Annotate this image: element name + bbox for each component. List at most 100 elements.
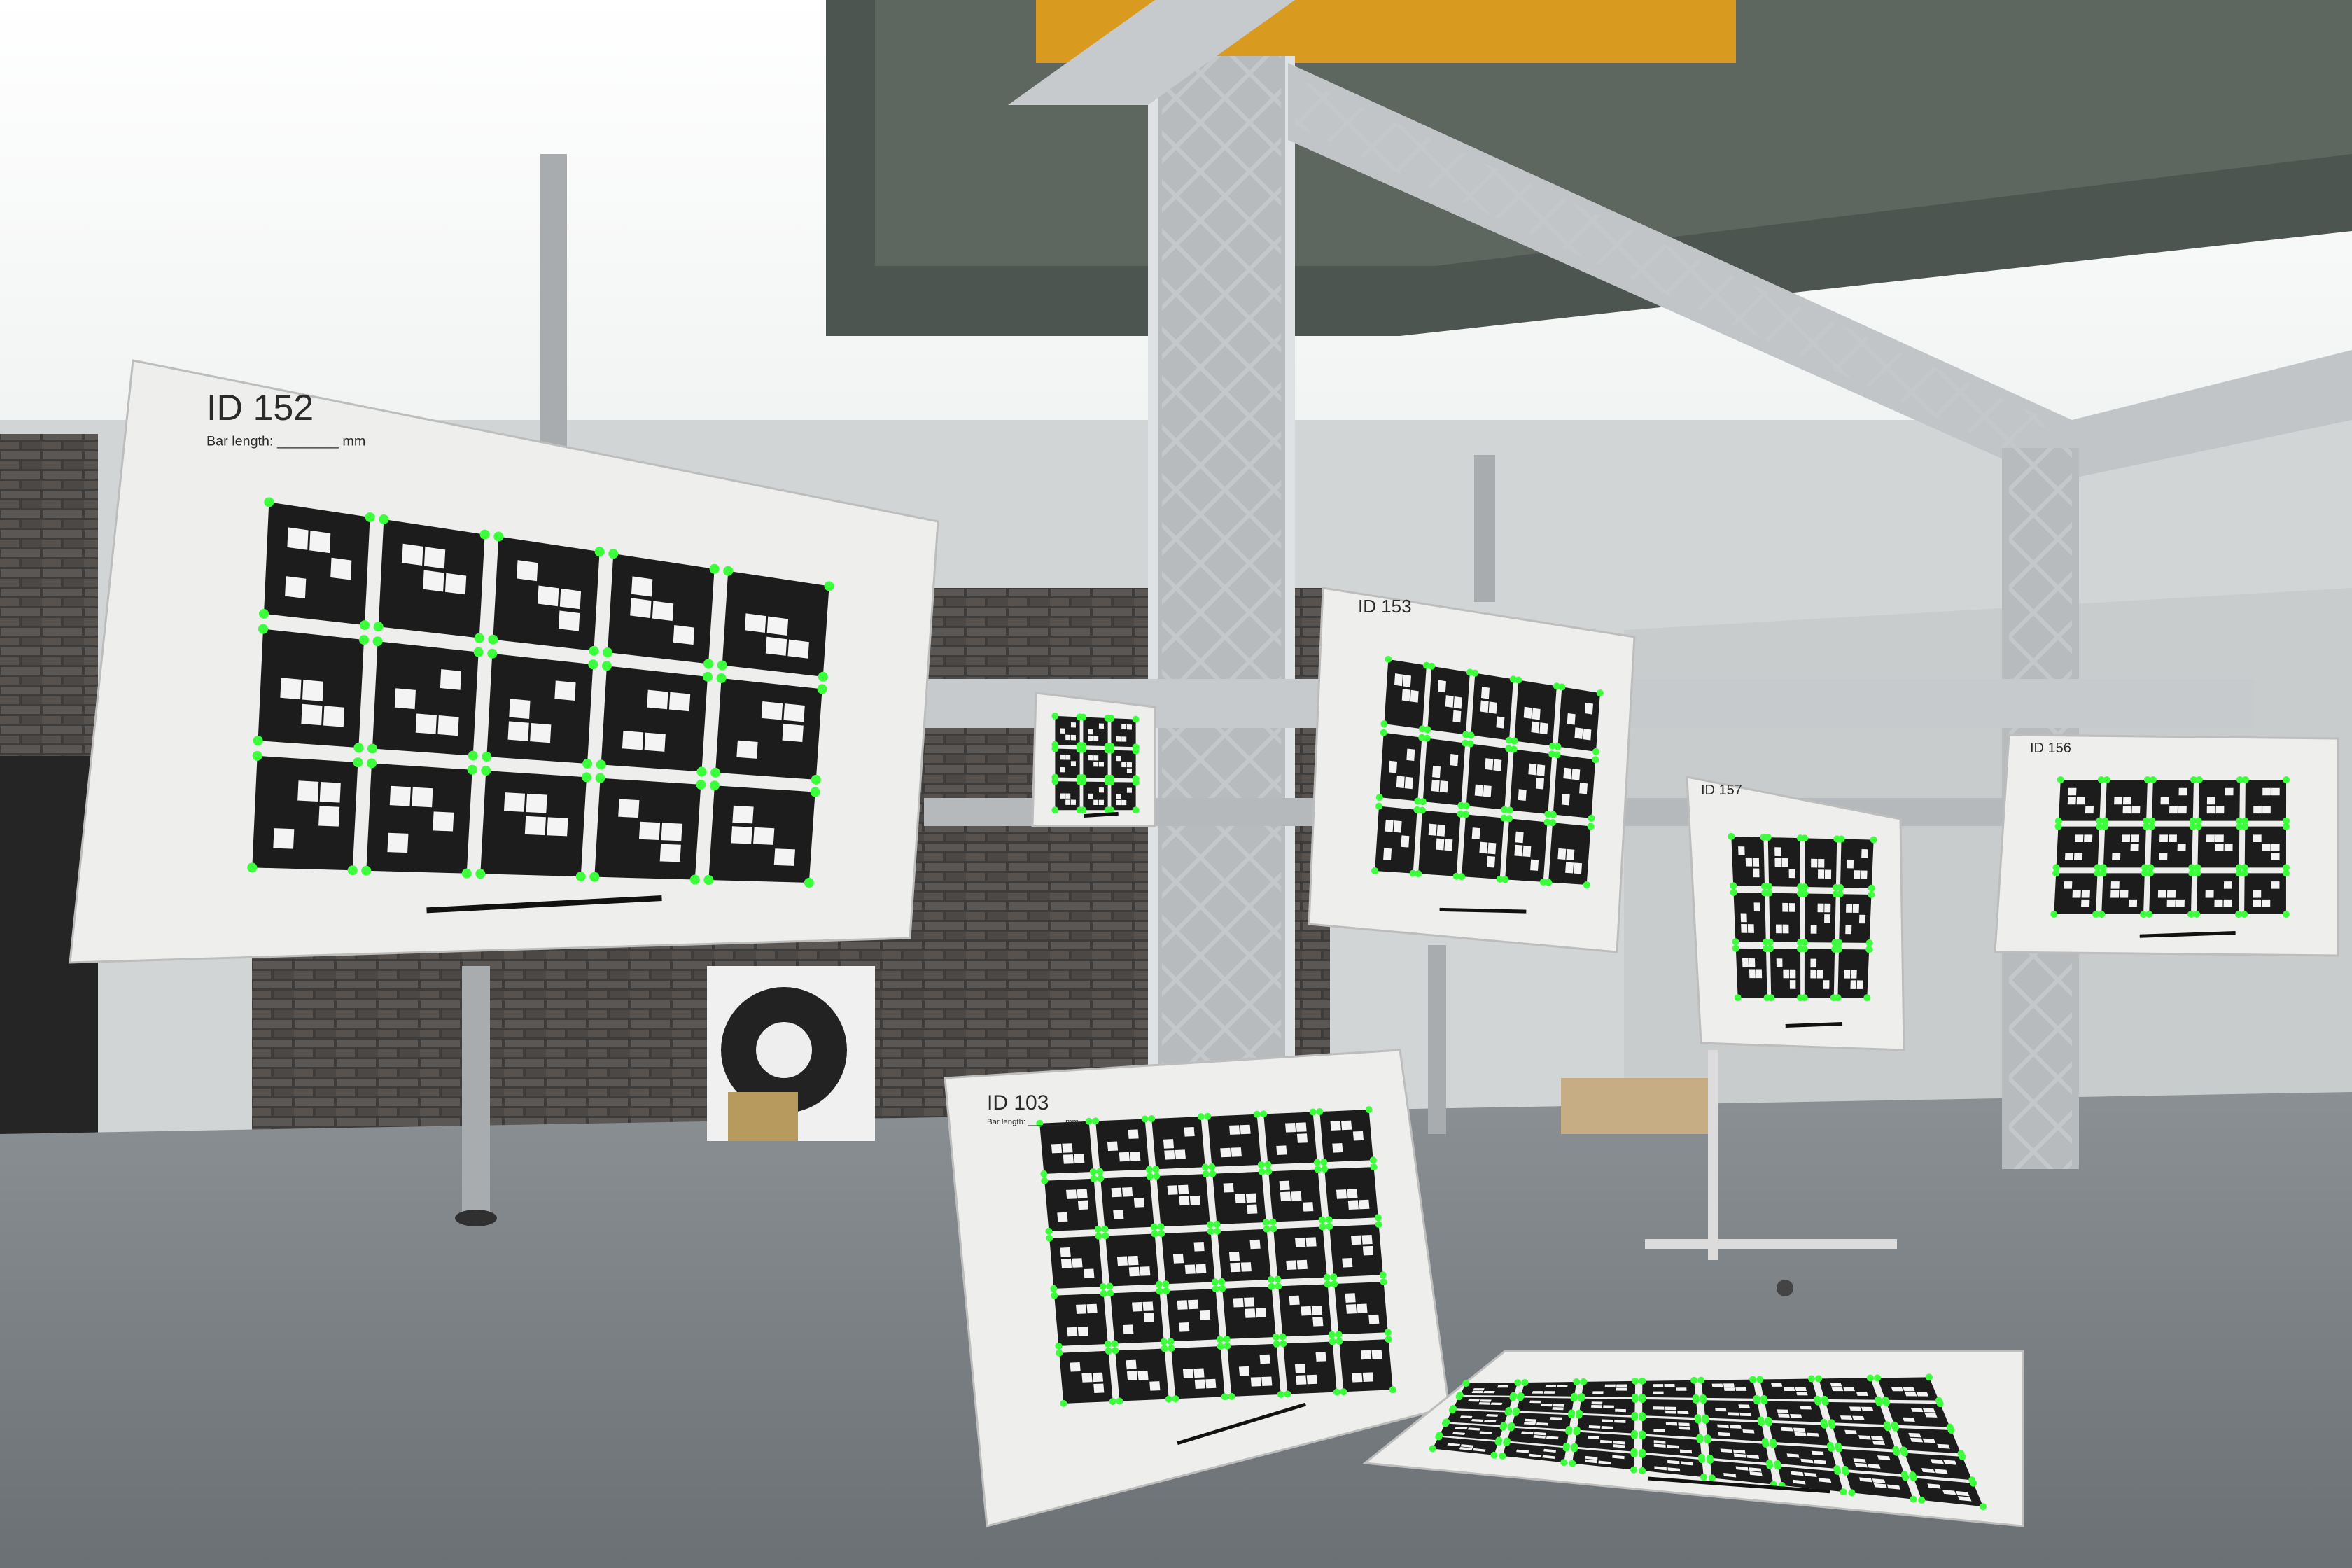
marker-bit: [1852, 904, 1859, 913]
corner-detection-dot: [1882, 1399, 1890, 1407]
marker-bit: [1927, 1483, 1941, 1489]
corner-detection-dot: [690, 874, 700, 885]
corner-detection-dot: [365, 512, 375, 523]
aruco-marker: [366, 763, 472, 874]
corner-detection-dot: [1106, 1282, 1114, 1290]
marker-bit: [1383, 848, 1392, 860]
corner-detection-dot: [2282, 864, 2290, 872]
marker-bit: [1844, 1429, 1857, 1434]
marker-bit: [1861, 870, 1868, 880]
marker-bit: [1138, 1370, 1149, 1380]
corner-detection-dot: [2054, 822, 2062, 830]
marker-bit: [1432, 765, 1441, 778]
marker-bit: [1858, 1435, 1871, 1440]
marker-bit: [1128, 1266, 1140, 1277]
marker-bit: [622, 731, 644, 750]
marker-bit: [1361, 1350, 1372, 1360]
corner-detection-dot: [1827, 1444, 1835, 1452]
marker-bit: [1613, 1441, 1625, 1445]
marker-bit: [761, 701, 783, 720]
marker-bit: [630, 598, 652, 619]
corner-detection-dot: [1510, 746, 1518, 753]
marker-bit: [1196, 1264, 1207, 1274]
calibration-board: [1362, 1350, 2024, 1527]
board-id-label: ID 103: [987, 1091, 1049, 1114]
marker-bit: [1311, 1306, 1323, 1315]
corner-detection-dot: [2147, 864, 2155, 872]
corner-detection-dot: [1734, 994, 1742, 1002]
marker-bit: [1149, 1381, 1161, 1391]
aruco-marker: [1379, 732, 1422, 802]
marker-bit: [1653, 1384, 1664, 1387]
marker-bit: [1572, 769, 1581, 780]
aruco-marker: [2244, 873, 2286, 914]
marker-bit: [1588, 1424, 1601, 1429]
corner-detection-dot: [1630, 1466, 1638, 1474]
corner-detection-dot: [1462, 1380, 1470, 1387]
corner-detection-dot: [1040, 1170, 1048, 1177]
marker-bit: [2081, 890, 2090, 898]
corner-detection-dot: [258, 624, 268, 634]
marker-bit: [1854, 1462, 1868, 1468]
marker-bit: [1532, 708, 1541, 720]
marker-bit: [1396, 776, 1405, 788]
marker-bit: [1777, 1413, 1790, 1418]
corner-detection-dot: [575, 872, 586, 882]
corner-detection-dot: [1051, 778, 1059, 785]
corner-detection-dot: [1336, 1338, 1343, 1345]
corner-detection-dot: [1051, 712, 1059, 720]
marker-bit: [1076, 1304, 1087, 1314]
corner-detection-dot: [2146, 911, 2153, 918]
corner-detection-dot: [1639, 1396, 1646, 1404]
corner-detection-dot: [1111, 1340, 1119, 1348]
marker-bit: [1093, 1383, 1105, 1394]
marker-bit: [1557, 1385, 1568, 1387]
corner-detection-dot: [1499, 1423, 1507, 1431]
marker-bit: [1296, 1375, 1307, 1385]
marker-bit: [1289, 1295, 1300, 1306]
corner-detection-dot: [1516, 1394, 1524, 1401]
marker-bit: [1336, 1189, 1348, 1199]
marker-bit: [1315, 1352, 1326, 1362]
marker-bit: [2223, 899, 2232, 907]
corner-detection-dot: [1801, 883, 1809, 890]
marker-bit: [1126, 788, 1132, 793]
corner-detection-dot: [2052, 869, 2060, 877]
corner-detection-dot: [1448, 1406, 1456, 1414]
corner-detection-dot: [1257, 1161, 1265, 1168]
marker-bit: [1111, 1187, 1122, 1198]
aruco-marker: [1096, 1119, 1149, 1172]
marker-bit: [1230, 1262, 1241, 1273]
marker-bit: [1867, 1464, 1881, 1469]
corner-detection-dot: [1462, 802, 1470, 810]
corner-detection-dot: [2052, 864, 2060, 872]
corner-detection-dot: [1150, 1223, 1158, 1231]
aruco-marker: [1642, 1454, 1704, 1478]
marker-bit: [1852, 1415, 1865, 1420]
marker-bit: [1749, 1467, 1762, 1472]
marker-bit: [1403, 674, 1411, 687]
marker-bit: [1088, 793, 1093, 799]
corner-detection-dot: [475, 869, 486, 879]
corner-detection-dot: [1692, 1396, 1700, 1404]
marker-bit: [1126, 724, 1132, 730]
marker-bit: [1113, 1210, 1124, 1219]
marker-bit: [638, 821, 661, 840]
aruco-marker: [1576, 1415, 1635, 1434]
marker-bit: [1126, 762, 1132, 768]
corner-detection-dot: [1376, 794, 1383, 802]
marker-bit: [1072, 1258, 1083, 1268]
marker-bit: [1824, 914, 1831, 923]
corner-detection-dot: [1155, 1280, 1163, 1288]
corner-detection-dot: [1107, 1289, 1114, 1297]
marker-bit: [1854, 870, 1861, 879]
marker-bit: [1872, 1478, 1886, 1484]
marker-bit: [1905, 1392, 1917, 1396]
corner-detection-dot: [2235, 869, 2243, 877]
marker-bit: [1735, 1466, 1749, 1471]
corner-detection-dot: [467, 764, 477, 775]
marker-bit: [1542, 1455, 1555, 1460]
corner-detection-dot: [1728, 832, 1735, 840]
pole-foot: [455, 1210, 497, 1226]
corner-detection-dot: [1708, 1474, 1716, 1482]
